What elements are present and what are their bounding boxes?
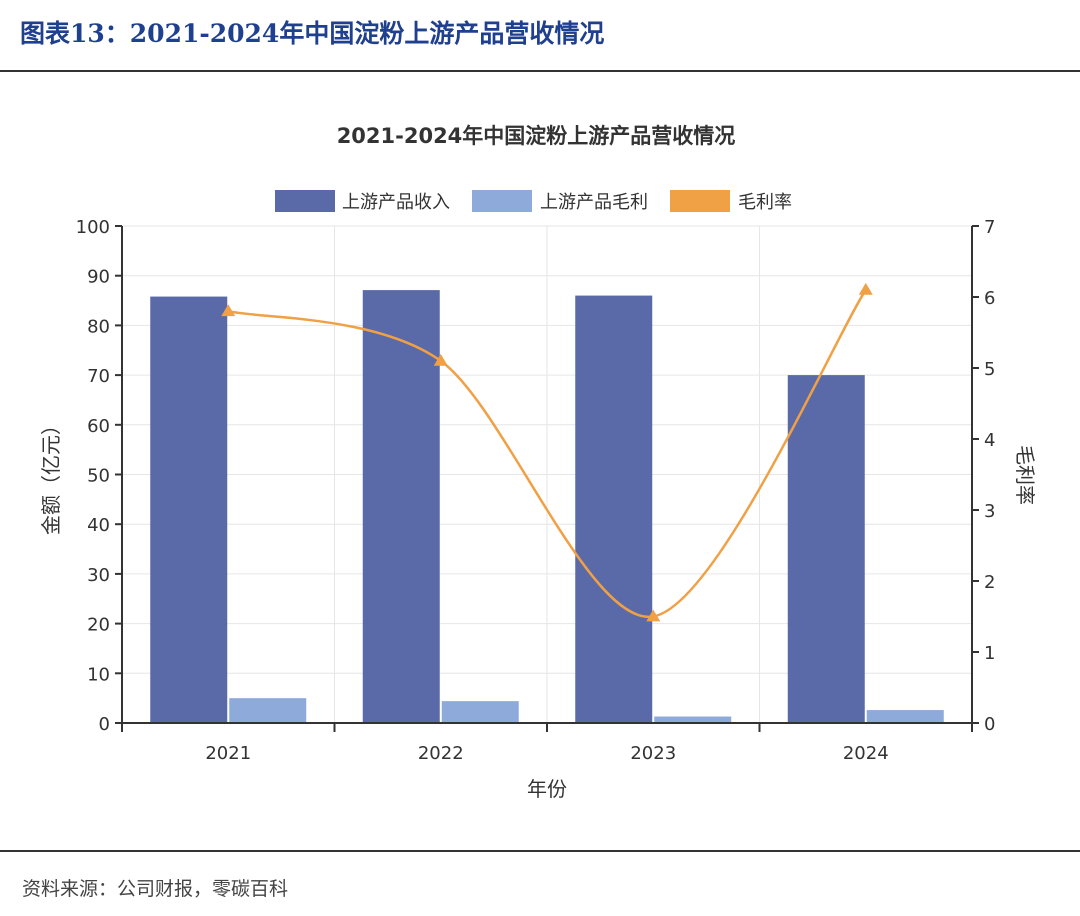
- x-tick-label: 2022: [418, 743, 464, 764]
- gross-profit-bar: [229, 698, 307, 723]
- margin-point-marker: [858, 282, 873, 295]
- chart-title: 2021-2024年中国淀粉上游产品营收情况: [337, 124, 736, 148]
- left-tick-label: 30: [87, 565, 110, 586]
- margin-point-marker: [433, 353, 448, 366]
- margin-point-marker: [221, 304, 236, 317]
- left-tick-label: 80: [87, 316, 110, 337]
- revenue-bar: [150, 296, 228, 723]
- left-tick-label: 0: [99, 714, 110, 735]
- margin-line-series: [221, 282, 873, 622]
- source-note: 资料来源：公司财报，零碳百科: [22, 878, 289, 900]
- right-tick-label: 2: [984, 572, 995, 593]
- gross-profit-bar: [866, 710, 944, 723]
- left-tick-label: 70: [87, 366, 110, 387]
- left-tick-label: 60: [87, 416, 110, 437]
- gross-profit-bar: [441, 701, 519, 723]
- left-axis-ticks: 0 10 20 30 40 50 60 70 80 90 100: [76, 217, 122, 735]
- right-tick-label: 5: [984, 359, 995, 380]
- margin-point-marker: [646, 609, 661, 622]
- gross-profit-bar: [654, 716, 732, 723]
- right-tick-label: 1: [984, 643, 995, 664]
- right-axis-ticks: 0 1 2 3 4 5 6 7: [972, 217, 995, 735]
- legend-label-revenue: 上游产品收入: [342, 192, 450, 213]
- right-tick-label: 6: [984, 288, 995, 309]
- x-axis-ticks: 2021 2022 2023 2024: [121, 723, 973, 764]
- legend-swatch-margin: [670, 190, 730, 212]
- right-tick-label: 4: [984, 430, 995, 451]
- x-tick-label: 2023: [630, 743, 676, 764]
- right-tick-label: 3: [984, 501, 995, 522]
- x-tick-label: 2024: [843, 743, 889, 764]
- legend-label-margin: 毛利率: [738, 192, 792, 213]
- left-tick-label: 20: [87, 615, 110, 636]
- x-axis-label: 年份: [527, 777, 567, 801]
- left-y-axis-label: 金额（亿元）: [39, 415, 63, 535]
- left-tick-label: 40: [87, 515, 110, 536]
- legend-swatch-revenue: [275, 190, 335, 212]
- legend-swatch-gross-profit: [472, 190, 532, 212]
- figure-caption: 图表13：2021-2024年中国淀粉上游产品营收情况: [20, 19, 605, 48]
- x-tick-label: 2021: [205, 743, 251, 764]
- chart-legend: 上游产品收入 上游产品毛利 毛利率: [275, 190, 792, 213]
- right-y-axis-label: 毛利率: [1013, 445, 1037, 505]
- left-tick-label: 10: [87, 664, 110, 685]
- right-tick-label: 0: [984, 714, 995, 735]
- legend-label-gross-profit: 上游产品毛利: [540, 192, 648, 213]
- left-tick-label: 50: [87, 466, 110, 487]
- left-tick-label: 100: [76, 217, 110, 238]
- bottom-divider: [0, 850, 1080, 852]
- left-tick-label: 90: [87, 267, 110, 288]
- revenue-bar: [787, 375, 865, 723]
- revenue-bar: [575, 295, 653, 723]
- top-divider: [0, 70, 1080, 72]
- revenue-bar: [362, 290, 440, 723]
- right-tick-label: 7: [984, 217, 995, 238]
- margin-line: [227, 289, 867, 618]
- bar-series: [150, 290, 944, 723]
